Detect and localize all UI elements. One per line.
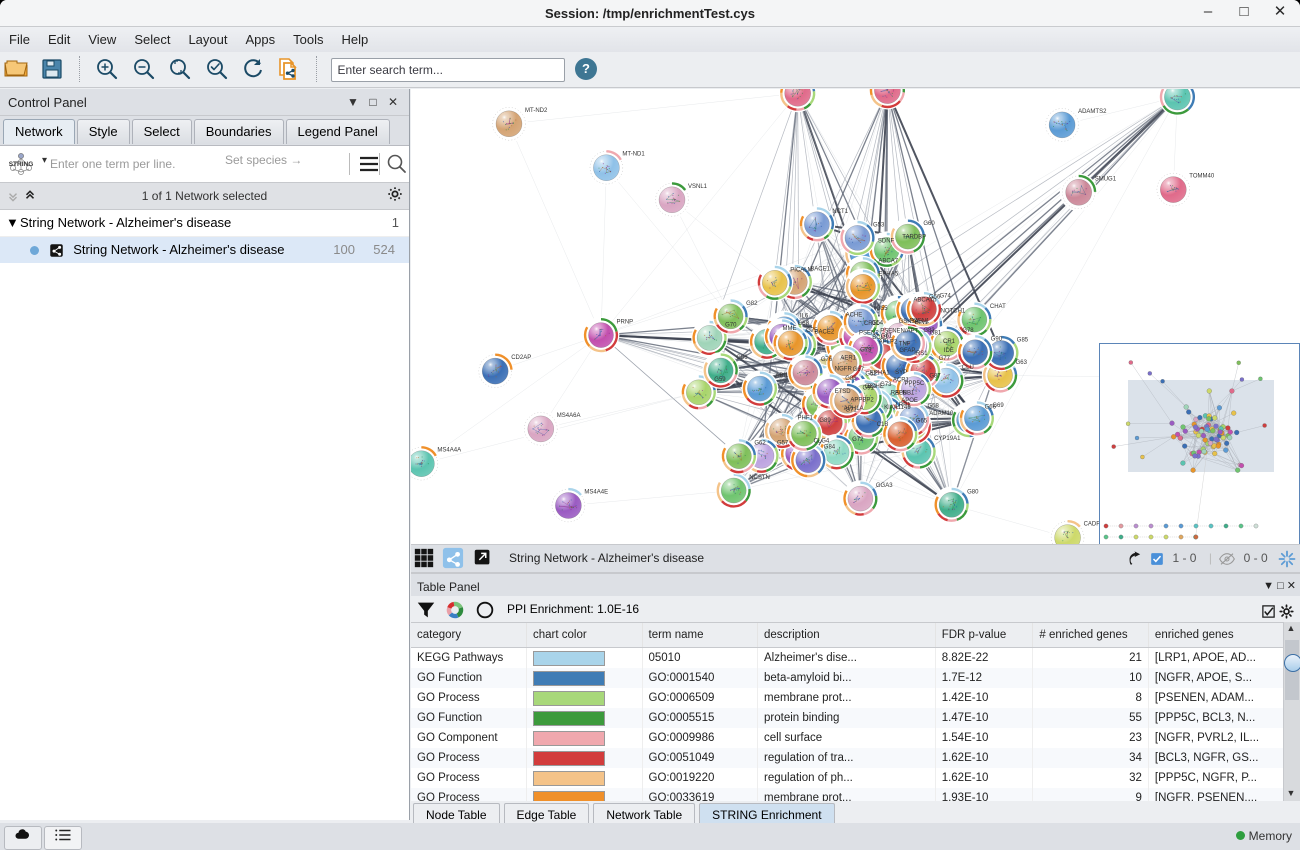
svg-text:G88: G88 — [845, 376, 857, 382]
svg-text:TOMM40: TOMM40 — [1189, 174, 1215, 180]
svg-text:G74: G74 — [940, 294, 952, 300]
svg-text:ADAMTS2: ADAMTS2 — [1078, 109, 1107, 115]
svg-text:IDE: IDE — [944, 348, 954, 354]
svg-text:TARDBP: TARDBP — [902, 234, 926, 240]
svg-text:G55: G55 — [876, 306, 888, 312]
svg-text:BACE1: BACE1 — [810, 267, 830, 273]
svg-text:CHAT: CHAT — [990, 304, 1006, 310]
svg-text:TNF: TNF — [899, 341, 911, 347]
svg-text:AER1: AER1 — [840, 356, 856, 362]
svg-text:MT-ND2: MT-ND2 — [525, 108, 548, 114]
svg-text:APPBP2: APPBP2 — [850, 397, 874, 403]
svg-text:CLG4: CLG4 — [814, 438, 830, 444]
svg-text:GGA3: GGA3 — [876, 483, 893, 489]
svg-text:G85: G85 — [1017, 338, 1029, 344]
svg-text:IRS1: IRS1 — [914, 351, 928, 357]
svg-text:EPHA5: EPHA5 — [878, 271, 898, 277]
svg-text:CR1: CR1 — [943, 339, 956, 345]
svg-text:G86: G86 — [736, 355, 748, 361]
svg-text:G52: G52 — [865, 372, 877, 378]
svg-text:PPP5C: PPP5C — [905, 381, 925, 387]
svg-text:NGFR: NGFR — [835, 367, 853, 373]
svg-text:ACHE: ACHE — [846, 312, 863, 318]
svg-text:G59: G59 — [714, 377, 726, 383]
svg-text:PICALM: PICALM — [790, 267, 812, 273]
svg-text:G87: G87 — [929, 374, 941, 380]
svg-text:G75: G75 — [806, 328, 818, 334]
svg-text:PRNP: PRNP — [617, 320, 634, 326]
svg-text:CLU: CLU — [962, 365, 974, 371]
svg-text:RELN: RELN — [891, 391, 907, 397]
svg-text:G65: G65 — [916, 419, 928, 425]
svg-text:G79: G79 — [860, 348, 872, 354]
svg-text:G73: G73 — [880, 382, 892, 388]
svg-text:G84: G84 — [824, 445, 836, 451]
svg-text:G54: G54 — [872, 321, 884, 327]
svg-text:BACE2: BACE2 — [815, 330, 835, 336]
svg-text:G78: G78 — [962, 328, 974, 334]
svg-text:G60: G60 — [923, 221, 935, 227]
svg-text:GFAP: GFAP — [899, 348, 915, 354]
svg-text:SDNF: SDNF — [878, 239, 895, 245]
svg-text:G69: G69 — [992, 403, 1004, 409]
svg-text:G83: G83 — [923, 328, 935, 334]
svg-text:G63: G63 — [1016, 360, 1028, 366]
svg-text:MS4A6A: MS4A6A — [557, 413, 581, 419]
svg-text:MT-ND1: MT-ND1 — [622, 152, 645, 158]
svg-text:SMUG1: SMUG1 — [1095, 176, 1117, 182]
svg-text:CYP19A1: CYP19A1 — [934, 436, 961, 442]
svg-text:BIN1: BIN1 — [915, 320, 929, 326]
svg-text:STRING: STRING — [9, 161, 34, 168]
svg-text:ABI1: ABI1 — [775, 373, 789, 379]
svg-text:G67: G67 — [853, 367, 865, 373]
svg-text:PSEN2: PSEN2 — [859, 331, 879, 337]
svg-text:MME: MME — [783, 326, 797, 332]
svg-text:NCSTN: NCSTN — [749, 475, 770, 481]
svg-text:G91: G91 — [863, 385, 875, 391]
svg-text:G62: G62 — [754, 441, 766, 447]
svg-text:SYP: SYP — [895, 370, 907, 376]
svg-text:G76: G76 — [821, 357, 833, 363]
svg-text:NOTCH1: NOTCH1 — [941, 309, 966, 315]
svg-text:G68: G68 — [798, 321, 810, 327]
svg-text:G80: G80 — [967, 489, 979, 495]
svg-text:KIAA1149: KIAA1149 — [884, 405, 911, 411]
svg-text:C1B: C1B — [877, 422, 889, 428]
svg-text:G61: G61 — [881, 334, 893, 340]
svg-text:IL6: IL6 — [800, 314, 809, 320]
svg-text:G57: G57 — [777, 440, 789, 446]
svg-text:ETSD: ETSD — [835, 389, 852, 395]
svg-text:MS4A4A: MS4A4A — [437, 448, 461, 454]
svg-text:G82: G82 — [746, 301, 758, 307]
svg-text:G90: G90 — [991, 337, 1003, 343]
svg-text:G89: G89 — [819, 418, 831, 424]
svg-text:G58: G58 — [928, 404, 940, 410]
svg-text:ADAM10: ADAM10 — [929, 411, 954, 417]
svg-text:G71: G71 — [845, 407, 857, 413]
svg-text:NCT1: NCT1 — [832, 209, 848, 215]
svg-text:PHF1: PHF1 — [798, 416, 814, 422]
svg-text:G70: G70 — [725, 322, 737, 328]
svg-text:CD2AP: CD2AP — [511, 355, 531, 361]
svg-text:ABCA7: ABCA7 — [878, 259, 898, 265]
svg-text:APLP2: APLP2 — [879, 340, 898, 346]
svg-text:G77: G77 — [939, 356, 951, 362]
svg-text:G72: G72 — [852, 437, 864, 443]
svg-text:G53: G53 — [873, 222, 885, 228]
svg-text:VSNL1: VSNL1 — [688, 184, 708, 190]
svg-text:MS4A4E: MS4A4E — [584, 490, 608, 496]
